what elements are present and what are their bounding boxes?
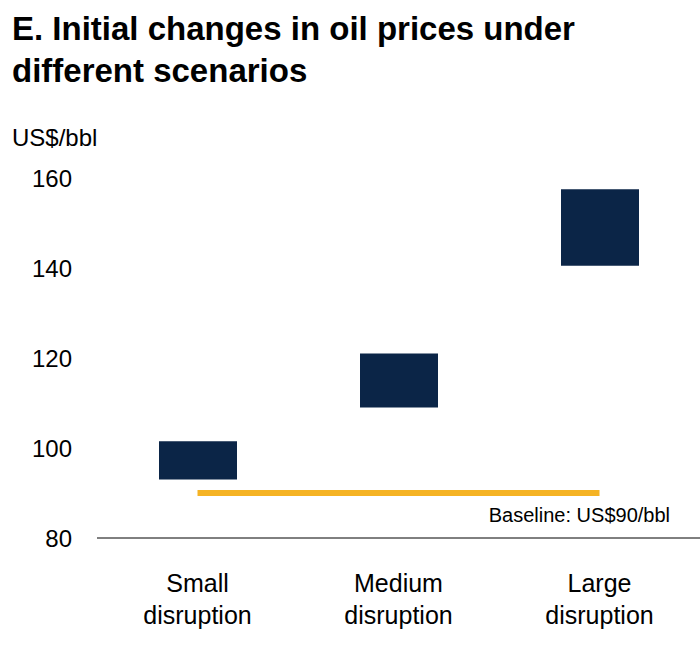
svg-text:100: 100 [32,435,72,462]
svg-text:120: 120 [32,345,72,372]
svg-text:80: 80 [45,525,72,552]
svg-text:Smalldisruption: Smalldisruption [143,569,251,629]
svg-text:160: 160 [32,165,72,192]
html-text:Baseline: US$90/bbl: Baseline: US$90/bbl [488,504,670,526]
html-text:E. Initial changes in oil pric: E. Initial changes in oil prices under d… [12,10,575,89]
svg-text:Largedisruption: Largedisruption [545,569,653,629]
html-text:US$/bbl: US$/bbl [12,124,98,151]
svg-text:140: 140 [32,255,72,282]
svg-text:Mediumdisruption: Mediumdisruption [344,569,452,629]
